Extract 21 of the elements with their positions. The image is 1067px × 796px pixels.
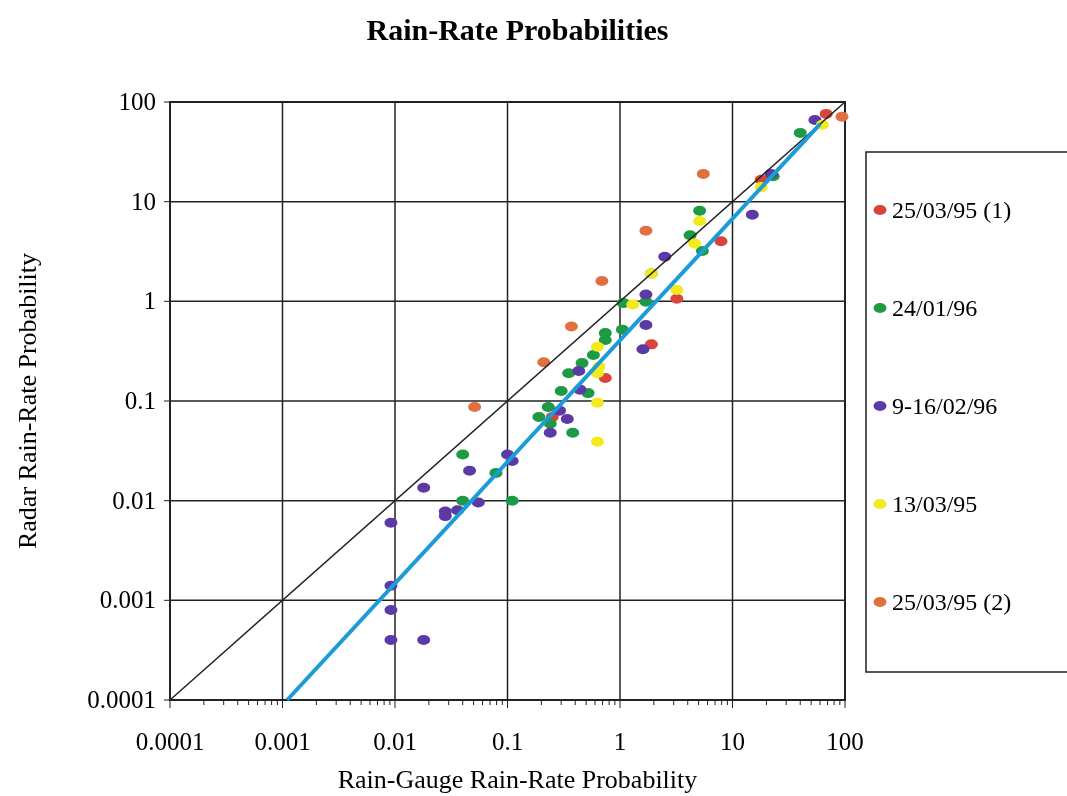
y-tick-label: 0.001: [99, 586, 156, 614]
y-tick-label: 0.1: [124, 387, 156, 414]
legend-label: 13/03/95: [892, 491, 978, 517]
x-tick-label: 1: [613, 728, 627, 755]
y-axis-title: Radar Rain-Rate Probability: [13, 252, 42, 550]
legend-label: 24/01/96: [892, 295, 978, 321]
legend-label: 25/03/95 (2): [892, 589, 1012, 615]
y-tick-label: 0.0001: [87, 686, 156, 713]
y-tick-label: 0.01: [112, 486, 156, 514]
x-tick-label: 100: [826, 728, 864, 755]
y-tick-label: 100: [118, 88, 156, 115]
x-axis-title: Rain-Gauge Rain-Rate Probability: [337, 765, 698, 794]
x-tick-label: 0.01: [373, 728, 417, 755]
x-tick-label: 10: [720, 728, 745, 755]
y-tick-label: 10: [131, 187, 156, 215]
legend-label: 25/03/95 (1): [892, 197, 1012, 223]
legend-label: 9-16/02/96: [892, 393, 998, 419]
y-tick-label: 1: [143, 287, 156, 315]
x-tick-label: 0.1: [491, 728, 524, 755]
chart-title: Rain-Rate Probabilities: [366, 13, 669, 46]
x-tick-label: 0.001: [254, 728, 311, 755]
